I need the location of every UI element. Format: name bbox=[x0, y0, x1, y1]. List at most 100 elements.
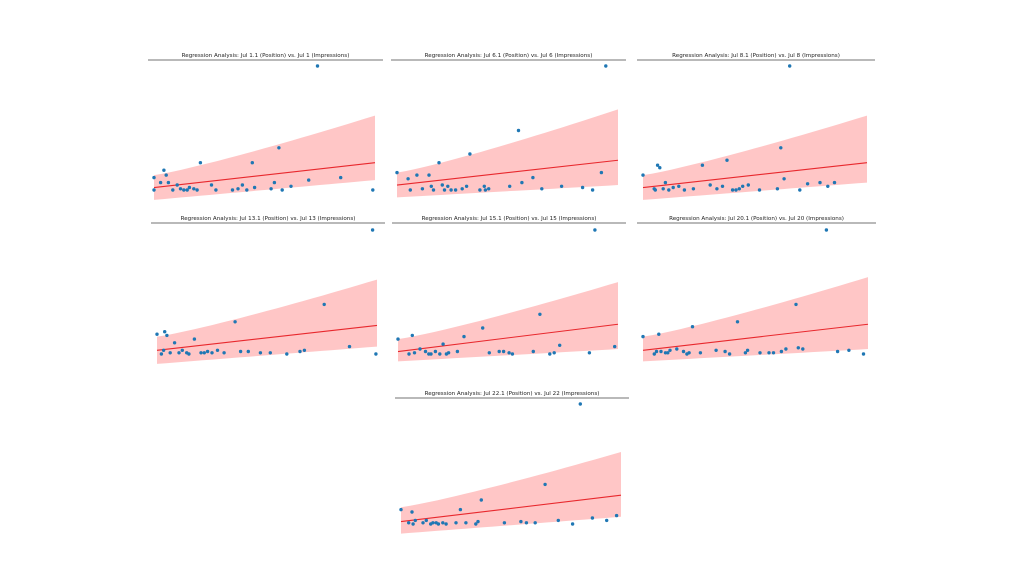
data-point bbox=[168, 351, 172, 355]
data-point bbox=[233, 320, 237, 324]
data-point bbox=[250, 161, 254, 165]
data-point bbox=[258, 351, 263, 355]
panel-title: Regression Analysis: Jul 20.1 (Position)… bbox=[669, 216, 844, 222]
data-point bbox=[245, 188, 249, 192]
data-point bbox=[698, 351, 703, 355]
confidence-band bbox=[397, 109, 618, 198]
regression-panel-2: Regression Analysis: Jul 6.1 (Position) … bbox=[391, 53, 626, 198]
data-point bbox=[195, 188, 199, 192]
data-point bbox=[441, 521, 445, 525]
data-point bbox=[604, 64, 608, 68]
data-point bbox=[531, 175, 535, 180]
data-point bbox=[641, 173, 645, 177]
data-point bbox=[468, 152, 472, 156]
data-point bbox=[666, 351, 670, 355]
data-point bbox=[440, 183, 444, 187]
data-point bbox=[280, 188, 284, 192]
data-point bbox=[734, 188, 738, 192]
data-point bbox=[268, 351, 272, 355]
data-point bbox=[411, 522, 415, 526]
data-point bbox=[782, 177, 786, 181]
data-point bbox=[410, 333, 414, 338]
data-point bbox=[446, 351, 451, 355]
data-point bbox=[302, 348, 307, 352]
data-point bbox=[548, 352, 552, 356]
data-point bbox=[215, 348, 220, 352]
data-point bbox=[460, 187, 464, 191]
data-point bbox=[543, 482, 547, 487]
regression-panel-3: Regression Analysis: Jul 8.1 (Position) … bbox=[637, 53, 875, 200]
data-point bbox=[478, 188, 482, 192]
data-point bbox=[171, 188, 175, 192]
data-point bbox=[599, 170, 604, 175]
data-point bbox=[559, 184, 564, 188]
data-point bbox=[771, 351, 776, 355]
data-point bbox=[210, 351, 214, 355]
data-point bbox=[289, 184, 293, 188]
data-point bbox=[162, 168, 166, 172]
data-point bbox=[531, 349, 535, 354]
data-point bbox=[801, 347, 805, 351]
data-point bbox=[464, 521, 468, 525]
data-point bbox=[272, 180, 277, 185]
data-point bbox=[746, 183, 750, 187]
data-point bbox=[487, 187, 491, 191]
data-point bbox=[730, 188, 735, 192]
data-point bbox=[446, 184, 450, 188]
data-point bbox=[516, 128, 521, 133]
data-point bbox=[720, 184, 725, 188]
data-point bbox=[700, 163, 705, 167]
data-point bbox=[161, 348, 166, 352]
data-point bbox=[654, 349, 659, 354]
data-point bbox=[407, 521, 411, 525]
data-point bbox=[412, 351, 417, 355]
data-point bbox=[431, 188, 436, 192]
data-point bbox=[240, 183, 245, 187]
data-point bbox=[431, 521, 435, 525]
panel-title: Regression Analysis: Jul 22.1 (Position)… bbox=[425, 391, 600, 397]
data-point bbox=[429, 352, 433, 356]
data-point bbox=[214, 188, 218, 192]
data-point bbox=[455, 349, 460, 354]
regression-line bbox=[397, 323, 619, 353]
data-point bbox=[784, 347, 788, 351]
data-point bbox=[663, 180, 668, 185]
data-point bbox=[745, 348, 750, 352]
data-point bbox=[444, 522, 448, 526]
data-point bbox=[661, 187, 665, 191]
data-point bbox=[605, 518, 609, 523]
data-point bbox=[737, 187, 741, 191]
data-point bbox=[407, 352, 411, 356]
data-point bbox=[222, 351, 226, 355]
data-point bbox=[163, 330, 167, 334]
data-point bbox=[441, 342, 445, 346]
data-point bbox=[520, 180, 524, 185]
data-point bbox=[482, 184, 486, 188]
data-point bbox=[788, 64, 792, 68]
data-point bbox=[370, 228, 375, 232]
data-point bbox=[824, 228, 829, 232]
data-point bbox=[580, 185, 585, 190]
data-point bbox=[307, 178, 311, 182]
data-point bbox=[315, 64, 320, 68]
data-point bbox=[418, 347, 422, 351]
data-point bbox=[715, 187, 719, 191]
data-point bbox=[590, 188, 595, 192]
confidence-band bbox=[401, 452, 621, 534]
data-point bbox=[427, 173, 431, 177]
data-point bbox=[652, 352, 656, 356]
data-point bbox=[198, 161, 203, 165]
data-point bbox=[182, 188, 186, 192]
regression-line bbox=[642, 323, 869, 351]
data-point bbox=[658, 166, 662, 170]
data-point bbox=[371, 188, 375, 192]
data-point bbox=[818, 180, 822, 185]
data-point bbox=[796, 346, 800, 350]
data-point bbox=[578, 402, 582, 406]
confidence-band bbox=[157, 279, 377, 364]
data-point bbox=[277, 146, 281, 150]
data-point bbox=[677, 184, 681, 188]
data-point bbox=[322, 302, 326, 307]
data-point bbox=[399, 507, 403, 512]
data-point bbox=[269, 187, 273, 191]
